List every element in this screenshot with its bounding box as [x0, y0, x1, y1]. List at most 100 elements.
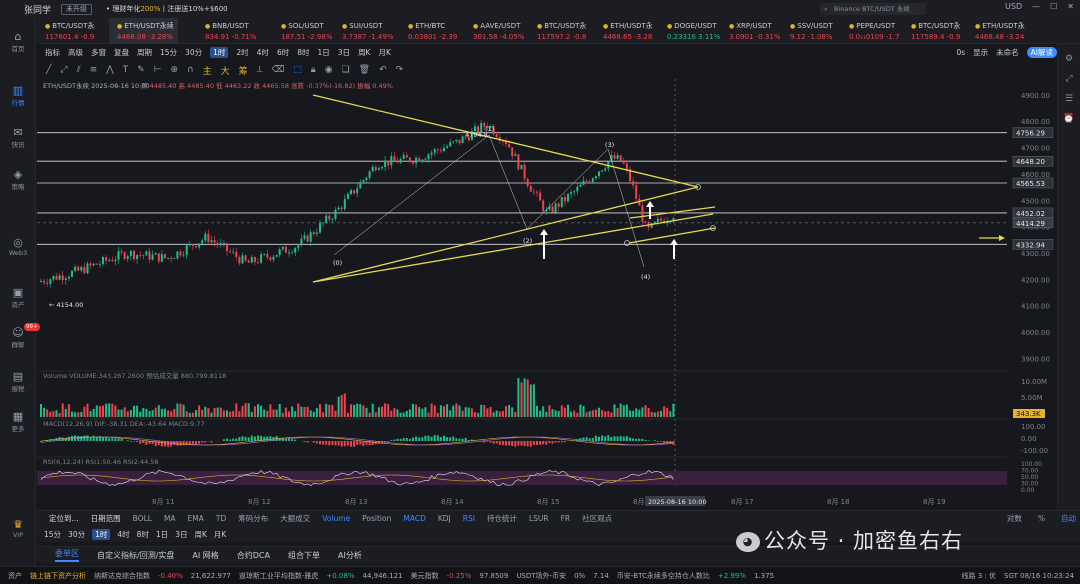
- toolbar-item-6[interactable]: 30分: [185, 47, 203, 57]
- indicator-right-2[interactable]: 自动: [1061, 514, 1076, 523]
- ticker-tab[interactable]: ● BTC/USDT永 117601.4 -0.9: [37, 18, 98, 44]
- indicator-left-0[interactable]: 定位到...: [49, 514, 79, 523]
- main-tool[interactable]: 主: [202, 66, 212, 77]
- ticker-tab[interactable]: ● SOL/USDT 187.51 -2.98%: [273, 18, 336, 44]
- ticker-tab[interactable]: ● BTC/USDT永 117589.4 -0.9: [903, 18, 964, 44]
- toolbar-item-14[interactable]: 周K: [358, 47, 371, 57]
- eye-icon[interactable]: ◉: [324, 65, 333, 75]
- toolbar-item-13[interactable]: 3日: [337, 47, 351, 57]
- minimize-icon[interactable]: —: [1032, 2, 1041, 11]
- sidebar-item-4[interactable]: ◎ Web3: [0, 236, 36, 257]
- star-icon[interactable]: ●: [537, 23, 543, 30]
- indicator-item-2[interactable]: EMA: [187, 514, 204, 523]
- toolbar-item-4[interactable]: 周期: [137, 47, 152, 57]
- ticker-tab[interactable]: ● ETH/BTC 0.03801 -2.39: [400, 18, 461, 44]
- trash-icon[interactable]: 🗑︎: [358, 65, 371, 75]
- wave-line[interactable]: [607, 148, 645, 268]
- bottom-tab-0[interactable]: 委单区: [55, 548, 79, 562]
- price-chart[interactable]: 4900.004800.004700.004600.004500.004400.…: [37, 79, 1057, 510]
- toolbar-item-0[interactable]: 指标: [45, 47, 60, 57]
- star-icon[interactable]: ●: [408, 23, 414, 30]
- toolbar-item-2[interactable]: 多窗: [91, 47, 106, 57]
- bottom-tab-2[interactable]: AI 网格: [192, 550, 219, 560]
- text-tool-icon[interactable]: T: [122, 65, 129, 75]
- ticker-tab[interactable]: ● SSV/USDT 9.12 -1.08%: [782, 18, 837, 44]
- bottom-tab-5[interactable]: AI分析: [337, 550, 362, 560]
- star-icon[interactable]: ●: [667, 23, 673, 30]
- star-icon[interactable]: ●: [975, 23, 981, 30]
- lock-icon[interactable]: 🔒︎: [310, 65, 316, 75]
- brush-tool-icon[interactable]: ✎: [137, 65, 145, 75]
- star-icon[interactable]: ●: [849, 23, 855, 30]
- promo-banner[interactable]: • 理财年化200%丨注册送10%+$600: [106, 5, 228, 13]
- toolbar-item-12[interactable]: 1日: [317, 47, 330, 57]
- period-item-1[interactable]: 30分: [68, 529, 86, 539]
- ticker-tab[interactable]: ● XRP/USDT 3.0901 -0.31%: [721, 18, 784, 44]
- sidebar-item-5[interactable]: ▣ 资产: [0, 286, 36, 309]
- period-item-4[interactable]: 8时: [136, 529, 149, 539]
- ticker-tab[interactable]: ● PEPE/USDT 0.0₁₁0109 -1.7: [841, 18, 903, 44]
- trend-handle[interactable]: [624, 240, 630, 246]
- period-item-2[interactable]: 1时: [92, 528, 111, 540]
- indicator-item-6[interactable]: Volume: [322, 514, 351, 523]
- toolbar-item-15[interactable]: 月K: [378, 47, 391, 57]
- trend-line[interactable]: [628, 227, 716, 244]
- toolbar-right-2[interactable]: 未命名: [996, 47, 1019, 57]
- currency-select[interactable]: USD: [1005, 2, 1023, 11]
- toolbar-item-9[interactable]: 4时: [256, 47, 269, 57]
- username[interactable]: 张同学: [24, 5, 52, 16]
- list-icon[interactable]: ☰: [1064, 94, 1074, 104]
- ticker-tab[interactable]: ● ETH/USDT永 4468.48 -3.24: [967, 18, 1029, 44]
- period-item-7[interactable]: 周K: [194, 529, 207, 539]
- toolbar-right-1[interactable]: 显示: [973, 47, 989, 57]
- sidebar-item-9[interactable]: ♛ VIP: [0, 518, 36, 539]
- ticker-tab[interactable]: ● SUI/USDT 3.7387 -1.49%: [334, 18, 397, 44]
- account-tag[interactable]: 未升级: [61, 3, 93, 15]
- ticker-tab[interactable]: ● DOGE/USDT 0.23316 3.11%: [659, 18, 724, 44]
- wave-line[interactable]: [333, 134, 490, 256]
- star-icon[interactable]: ●: [281, 23, 287, 30]
- indicator-item-5[interactable]: 大额成交: [280, 514, 311, 523]
- magnet-tool-icon[interactable]: ∩: [187, 65, 194, 75]
- indicator-item-0[interactable]: BOLL: [132, 514, 152, 523]
- sidebar-item-8[interactable]: ▦ 更多: [0, 410, 36, 433]
- pattern-tool-icon[interactable]: ⋀: [106, 65, 114, 75]
- redo-icon[interactable]: ↷: [395, 65, 404, 75]
- sidebar-item-3[interactable]: ◈ 策略: [0, 168, 36, 191]
- indicator-item-11[interactable]: 持仓统计: [486, 514, 517, 523]
- indicator-right-0[interactable]: 对数: [1006, 514, 1022, 523]
- toolbar-right-0[interactable]: 0s: [956, 47, 966, 57]
- eraser-icon[interactable]: ⌫: [271, 65, 285, 75]
- undo-icon[interactable]: ↶: [379, 65, 387, 75]
- zoom-tool-icon[interactable]: ⊕: [170, 65, 179, 75]
- line-tool-icon[interactable]: ╱: [46, 65, 52, 75]
- status-assets[interactable]: 资产: [8, 571, 22, 580]
- indicator-item-14[interactable]: 社区观点: [582, 514, 613, 523]
- search-input[interactable]: Binance BTC/USDT 永续: [820, 3, 926, 15]
- sidebar-item-1[interactable]: ▥ 行情: [0, 84, 36, 107]
- star-icon[interactable]: ●: [45, 23, 51, 30]
- toolbar-item-1[interactable]: 高级: [68, 47, 83, 57]
- alert-icon[interactable]: ⏰: [1063, 114, 1075, 124]
- status-line[interactable]: 线路 3 : 优: [961, 571, 997, 580]
- star-icon[interactable]: ●: [473, 23, 479, 30]
- sidebar-item-6[interactable]: ☺ 群聊 99+: [0, 323, 40, 349]
- ray-tool-icon[interactable]: ⤢: [60, 65, 68, 75]
- ticker-tab[interactable]: ● AAVE/USDT 301.58 -4.05%: [465, 18, 528, 44]
- toolbar-item-5[interactable]: 15分: [160, 47, 178, 57]
- settings-icon[interactable]: ⚙: [1064, 54, 1074, 64]
- sidebar-item-2[interactable]: ✉ 快讯: [0, 126, 36, 149]
- indicator-item-8[interactable]: MACD: [403, 514, 426, 523]
- star-icon[interactable]: ●: [117, 23, 123, 30]
- status-link[interactable]: 链上链下资产分析: [30, 571, 86, 580]
- indicator-item-10[interactable]: RSI: [462, 514, 475, 523]
- indicator-item-13[interactable]: FR: [560, 514, 571, 523]
- period-item-8[interactable]: 月K: [213, 529, 227, 539]
- channel-tool-icon[interactable]: ⫽: [76, 65, 81, 75]
- close-icon[interactable]: ✕: [1067, 2, 1074, 11]
- ruler-icon[interactable]: ⟂: [256, 65, 263, 75]
- ticker-tab[interactable]: ● ETH/USDT永 4468.65 -3.28: [595, 18, 657, 44]
- star-icon[interactable]: ●: [342, 23, 348, 30]
- trend-line[interactable]: [312, 186, 699, 283]
- star-icon[interactable]: ●: [790, 23, 796, 30]
